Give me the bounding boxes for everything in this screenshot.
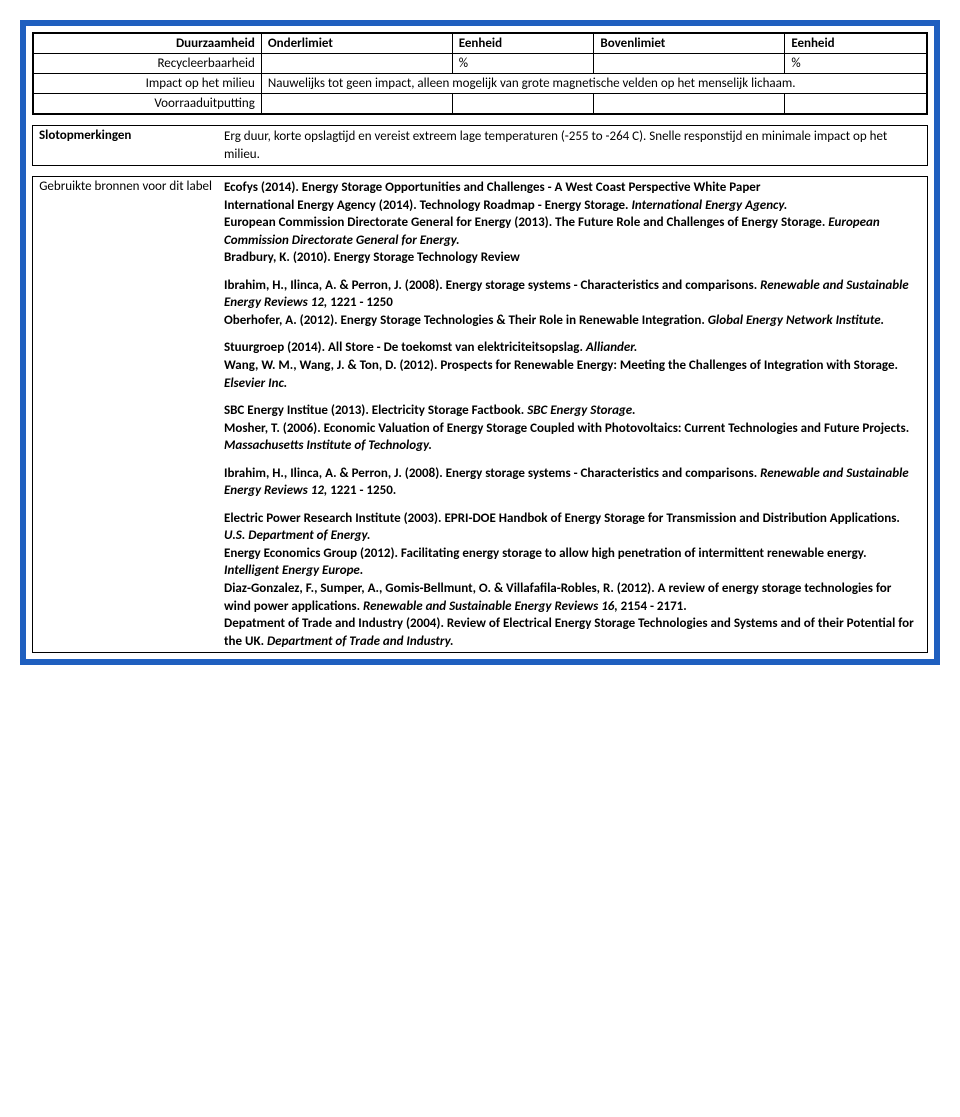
- ref-italic: Global Energy Network Institute.: [708, 313, 884, 328]
- sustainability-table: Duurzaamheid Onderlimiet Eenheid Bovenli…: [32, 32, 928, 115]
- cell: [594, 54, 785, 74]
- cell: [785, 94, 927, 114]
- source-paragraph: SBC Energy Institue (2013). Electricity …: [224, 402, 921, 455]
- table-row: Recycleerbaarheid % %: [34, 54, 927, 74]
- ref-text: 2154 - 2171.: [621, 599, 687, 614]
- ref-italic: U.S. Department of Energy.: [224, 528, 371, 543]
- ref-text: 1221 - 1250.: [330, 483, 396, 498]
- ref-text: Ibrahim, H., Ilinca, A. & Perron, J. (20…: [224, 466, 760, 481]
- remarks-label: Slotopmerkingen: [33, 126, 218, 165]
- row-label: Voorraaduitputting: [34, 94, 262, 114]
- cell: [452, 94, 594, 114]
- col-duurzaamheid: Duurzaamheid: [34, 34, 262, 54]
- ref-text: Ecofys (2014). Energy Storage Opportunit…: [224, 180, 760, 195]
- source-paragraph: Stuurgroep (2014). All Store - De toekom…: [224, 339, 921, 392]
- source-paragraph: Ecofys (2014). Energy Storage Opportunit…: [224, 179, 921, 267]
- row-label: Impact op het milieu: [34, 74, 262, 94]
- cell: [594, 94, 785, 114]
- ref-text: Energy Economics Group (2012). Facilitat…: [224, 546, 867, 561]
- ref-italic: International Energy Agency.: [631, 198, 787, 213]
- source-paragraph: Electric Power Research Institute (2003)…: [224, 510, 921, 650]
- ref-italic: Department of Trade and Industry.: [267, 634, 454, 649]
- ref-italic: Massachusetts Institute of Technology.: [224, 438, 432, 453]
- source-paragraph: Ibrahim, H., Ilinca, A. & Perron, J. (20…: [224, 465, 921, 500]
- table-row: Voorraaduitputting: [34, 94, 927, 114]
- ref-text: Electric Power Research Institute (2003)…: [224, 511, 900, 526]
- ref-italic: Alliander.: [586, 340, 638, 355]
- ref-text: Mosher, T. (2006). Economic Valuation of…: [224, 421, 909, 436]
- ref-italic: Elsevier Inc.: [224, 376, 287, 391]
- ref-text: International Energy Agency (2014). Tech…: [224, 198, 631, 213]
- cell: %: [452, 54, 594, 74]
- ref-text: Stuurgroep (2014). All Store - De toekom…: [224, 340, 586, 355]
- ref-text: Ibrahim, H., Ilinca, A. & Perron, J. (20…: [224, 278, 760, 293]
- ref-text: European Commission Directorate General …: [224, 215, 828, 230]
- ref-text: Oberhofer, A. (2012). Energy Storage Tec…: [224, 313, 708, 328]
- ref-text: Bradbury, K. (2010). Energy Storage Tech…: [224, 250, 520, 265]
- ref-text: 1221 - 1250: [330, 295, 393, 310]
- sources-box: Gebruikte bronnen voor dit label Ecofys …: [32, 176, 928, 653]
- remarks-box: Slotopmerkingen Erg duur, korte opslagti…: [32, 125, 928, 166]
- cell: [261, 94, 452, 114]
- table-header-row: Duurzaamheid Onderlimiet Eenheid Bovenli…: [34, 34, 927, 54]
- ref-italic: Intelligent Energy Europe.: [224, 563, 363, 578]
- ref-italic: SBC Energy Storage.: [527, 403, 635, 418]
- cell: %: [785, 54, 927, 74]
- row-label: Recycleerbaarheid: [34, 54, 262, 74]
- ref-text: SBC Energy Institue (2013). Electricity …: [224, 403, 527, 418]
- col-bovenlimiet: Bovenlimiet: [594, 34, 785, 54]
- ref-text: Wang, W. M., Wang, J. & Ton, D. (2012). …: [224, 358, 898, 373]
- source-paragraph: Ibrahim, H., Ilinca, A. & Perron, J. (20…: [224, 277, 921, 330]
- sources-content: Ecofys (2014). Energy Storage Opportunit…: [218, 177, 927, 652]
- col-eenheid-1: Eenheid: [452, 34, 594, 54]
- col-eenheid-2: Eenheid: [785, 34, 927, 54]
- ref-italic: Renewable and Sustainable Energy Reviews…: [363, 599, 621, 614]
- cell-merged: Nauwelijks tot geen impact, alleen mogel…: [261, 74, 926, 94]
- remarks-text: Erg duur, korte opslagtijd en vereist ex…: [218, 126, 927, 165]
- col-onderlimiet: Onderlimiet: [261, 34, 452, 54]
- table-row: Impact op het milieu Nauwelijks tot geen…: [34, 74, 927, 94]
- sources-label: Gebruikte bronnen voor dit label: [33, 177, 218, 652]
- cell: [261, 54, 452, 74]
